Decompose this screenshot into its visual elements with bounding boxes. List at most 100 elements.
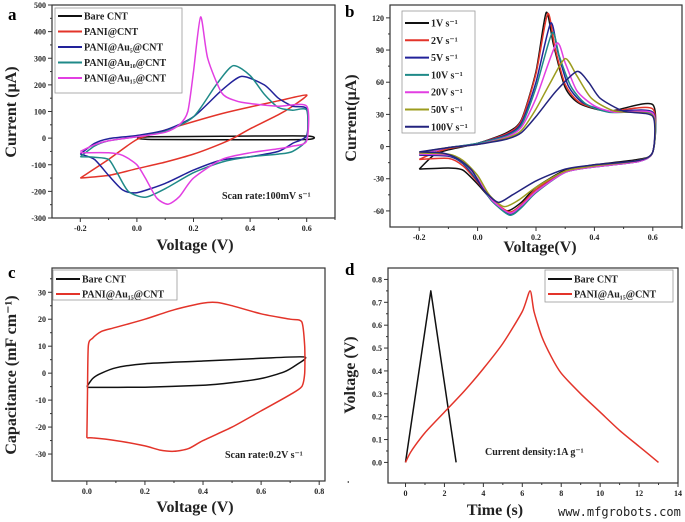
y-tick-label: 0.7 — [372, 298, 382, 307]
x-tick-label: 0.4 — [245, 224, 255, 233]
legend-label: 50V s⁻¹ — [431, 105, 463, 116]
x-tick-label: 4 — [481, 489, 485, 498]
y-tick-label: -30 — [35, 450, 46, 459]
y-tick-label: -300 — [31, 214, 46, 223]
x-tick-label: 10 — [596, 489, 604, 498]
plot-frame — [51, 267, 326, 482]
y-tick-label: 500 — [34, 1, 46, 10]
chart-panel-c: c 0.0 0.2 0.4 0.6 0.8 -30 -20 -10 0 10 20 30 Voltage … — [3, 263, 349, 516]
plot-frame — [387, 267, 679, 484]
y-tick-label: 200 — [34, 81, 46, 90]
y-tick-label: 0.0 — [372, 458, 382, 467]
x-tick-label: 0.6 — [648, 233, 658, 242]
y-tick-label: -20 — [35, 423, 46, 432]
panel-label: c — [8, 263, 16, 282]
legend-label: PANI@Au₁₀@CNT — [84, 58, 167, 69]
y-tick-label: 0 — [42, 134, 46, 143]
y-tick-label: 0.4 — [372, 367, 382, 376]
y-tick-label: 30 — [38, 288, 46, 297]
y-tick-label: 120 — [372, 14, 384, 23]
legend: Bare CNT PANI@Au₁₅@CNT — [52, 269, 178, 301]
y-tick-label: 300 — [34, 54, 46, 63]
x-tick-label: 0.0 — [82, 487, 92, 496]
series-line-1 — [404, 290, 659, 463]
y-tick-label: 30 — [376, 110, 384, 119]
legend-label: 100V s⁻¹ — [431, 122, 468, 133]
y-tick-label: -200 — [31, 187, 46, 196]
legend-label: Bare CNT — [574, 275, 618, 286]
legend-label: 1V s⁻¹ — [431, 19, 458, 30]
y-axis-title: Capacitance (mF cm⁻¹) — [3, 295, 20, 454]
y-axis-title: Voltage (V) — [342, 336, 359, 413]
panel-label: d — [345, 260, 355, 279]
y-tick-label: -100 — [31, 161, 46, 170]
panel-label: a — [8, 5, 17, 24]
x-tick-label: 12 — [635, 489, 643, 498]
legend-label: PANI@Au₁₅@CNT — [84, 74, 167, 85]
y-tick-label: 0 — [380, 143, 384, 152]
series-line-1 — [86, 301, 306, 453]
legend: 1V s⁻¹ 2V s⁻¹ 5V s⁻¹ 10V s⁻¹ 20V s⁻¹ 50V s⁻¹ 1… — [401, 10, 476, 134]
x-tick-label: 0.4 — [589, 233, 599, 242]
y-axis-title: Current(µA) — [343, 74, 360, 161]
x-tick-label: 0.4 — [198, 487, 208, 496]
x-axis-title: Voltage(V) — [503, 239, 576, 256]
legend-box — [401, 10, 476, 134]
legend: Bare CNT PANI@Au₁₅@CNT — [544, 269, 674, 303]
legend-label: PANI@Au₅@CNT — [84, 43, 164, 54]
x-tick-label: 0.2 — [531, 233, 541, 242]
x-tick-label: 0.2 — [140, 487, 150, 496]
series-line-6 — [419, 70, 656, 204]
series-line-0 — [404, 290, 457, 463]
y-tick-label: 400 — [34, 28, 46, 37]
legend-label: 10V s⁻¹ — [431, 70, 463, 81]
y-tick-label: 10 — [38, 342, 46, 351]
y-tick-label: 0 — [42, 369, 46, 378]
x-tick-label: 0.6 — [256, 487, 266, 496]
y-tick-label: 100 — [34, 108, 46, 117]
x-tick-label: 0.8 — [314, 487, 324, 496]
x-tick-label: 2 — [442, 489, 446, 498]
x-tick-label: 0.0 — [132, 224, 142, 233]
x-tick-label: 14 — [674, 489, 682, 498]
legend-label: Bare CNT — [82, 275, 126, 286]
chart-panel-b: b -0.2 0.0 0.2 0.4 0.6 -60 -30 0 30 60 90 120 Voltage… — [343, 2, 683, 256]
x-tick-label: 6 — [520, 489, 524, 498]
series-line-2 — [79, 75, 309, 194]
x-axis-title: Voltage (V) — [156, 499, 233, 516]
y-tick-label: -30 — [373, 175, 384, 184]
annotation: Current density:1A g⁻¹ — [485, 447, 584, 458]
y-tick-label: 0.5 — [372, 344, 382, 353]
x-tick-label: 8 — [559, 489, 563, 498]
x-tick-label: 0.0 — [473, 233, 483, 242]
y-tick-label: 0.1 — [372, 436, 382, 445]
x-tick-label: 0.2 — [189, 224, 199, 233]
legend-label: PANI@CNT — [84, 27, 138, 38]
y-tick-label: 0.6 — [372, 321, 382, 330]
x-tick-label: 0 — [404, 489, 408, 498]
legend-label: 5V s⁻¹ — [431, 53, 458, 64]
series-line-4 — [79, 16, 310, 205]
x-tick-label: -0.2 — [74, 224, 87, 233]
x-axis-title: Time (s) — [467, 502, 523, 519]
watermark: www.mfgrobots.com — [558, 505, 681, 519]
chart-panel-d: d 0 2 4 6 8 10 12 14 0.0 0.1 0.2 0.3 0.4 0.5 0.6 0.7 0.8 T… — [342, 260, 682, 519]
legend-label: 2V s⁻¹ — [431, 36, 458, 47]
y-tick-label: 0.2 — [372, 413, 382, 422]
y-tick-label: 0.8 — [372, 275, 382, 284]
legend-label: PANI@Au₁₅@CNT — [574, 290, 657, 301]
y-axis-title: Current (µA) — [3, 66, 20, 157]
x-tick-label: -0.2 — [413, 233, 426, 242]
x-tick-label: 0.6 — [302, 224, 312, 233]
legend-label: PANI@Au₁₅@CNT — [82, 290, 165, 301]
series-line-4 — [419, 42, 657, 214]
y-tick-label: 20 — [38, 315, 46, 324]
y-tick-label: -60 — [373, 207, 384, 216]
series-line-0 — [136, 135, 316, 141]
y-tick-label: -10 — [35, 396, 46, 405]
y-tick-label: 0.3 — [372, 390, 382, 399]
legend: Bare CNT PANI@CNT PANI@Au₅@CNT PANI@Au₁₀@CN… — [54, 7, 183, 94]
chart-panel-a: a -0.2 0.0 0.2 0.4 0.6 -300 -200 -100 0 100 200 300 4… — [3, 1, 336, 254]
